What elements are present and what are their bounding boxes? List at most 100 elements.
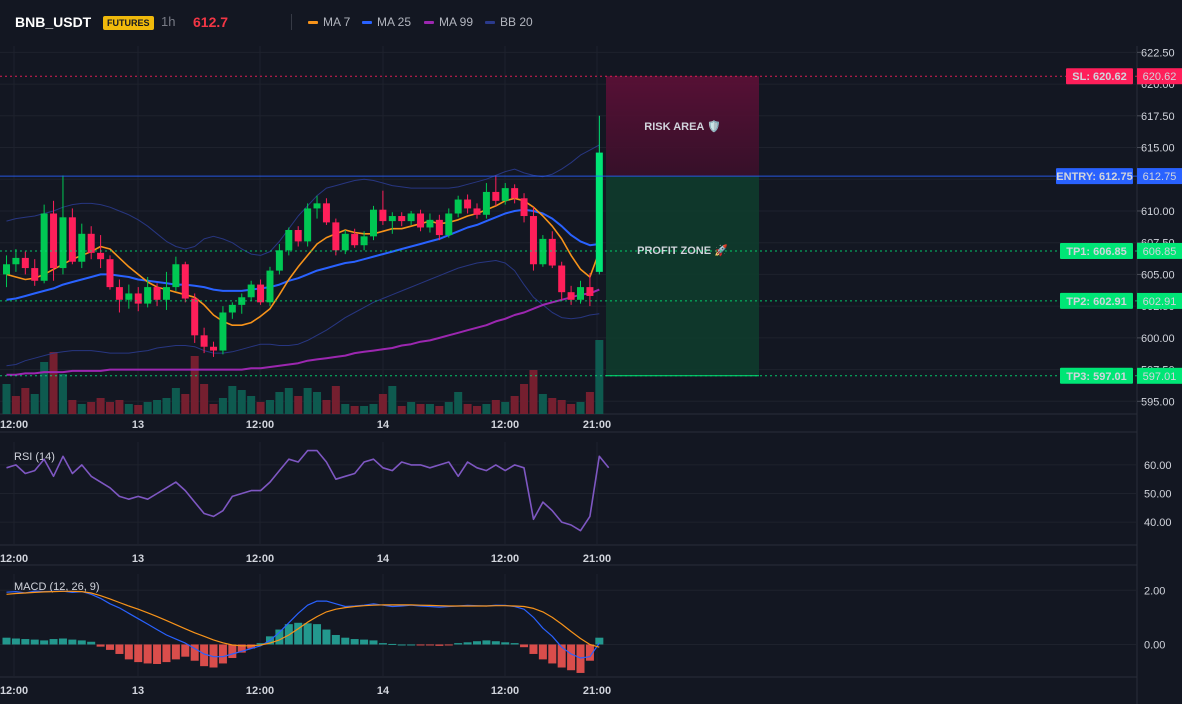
main-ytick-label-0: 622.50 [1141, 47, 1175, 59]
macd-hist-bar-51 [482, 640, 491, 645]
xtick-label-p0-4: 12:00 [491, 419, 519, 431]
volume-bar-31 [294, 396, 303, 414]
candle-body-62 [586, 287, 594, 296]
timeframe-label[interactable]: 1h [161, 14, 176, 29]
volume-bar-51 [482, 404, 491, 414]
candle-body-53 [501, 188, 509, 201]
candle-body-5 [50, 213, 58, 269]
candle-body-9 [87, 233, 95, 253]
level-price-bg-1 [1137, 168, 1182, 185]
candle-body-52 [492, 191, 500, 201]
volume-bar-40 [378, 394, 387, 414]
volume-bar-49 [463, 404, 472, 414]
macd-hist-bar-8 [77, 640, 86, 645]
volume-bar-7 [68, 400, 77, 414]
legend-ma99[interactable]: MA 99 [424, 15, 473, 29]
level-label-bg-2 [1060, 242, 1133, 259]
volume-bar-22 [209, 404, 218, 414]
volume-bar-34 [322, 400, 331, 414]
volume-bar-4 [40, 362, 49, 414]
symbol-title[interactable]: BNB_USDT [15, 14, 92, 30]
macd-hist-bar-31 [294, 622, 303, 645]
macd-hist-bar-16 [153, 644, 162, 664]
legend-label-bb20: BB 20 [500, 15, 533, 29]
rsi-ytick-label-2: 40.00 [1144, 517, 1172, 529]
rsi-line [6, 449, 610, 532]
macd-title: MACD (12, 26, 9) [14, 581, 100, 593]
volume-bar-50 [473, 406, 481, 414]
macd-hist-bar-50 [473, 641, 481, 645]
main-ytick-label-5: 610.00 [1141, 206, 1175, 218]
candle-body-8 [78, 233, 86, 262]
legend-ma7[interactable]: MA 7 [308, 15, 350, 29]
xtick-label-p1-3: 14 [377, 553, 390, 565]
xtick-label-p1-5: 21:00 [583, 553, 611, 565]
volume-bar-44 [416, 404, 425, 414]
macd-hist-bar-0 [2, 637, 11, 645]
candle-body-16 [153, 287, 161, 300]
candle-body-45 [426, 219, 434, 228]
volume-bar-3 [30, 394, 39, 414]
rsi-ytick-label-0: 60.00 [1144, 460, 1172, 472]
volume-bar-29 [275, 392, 284, 414]
volume-bar-42 [397, 406, 406, 414]
candle-body-34 [322, 203, 330, 223]
candle-body-30 [285, 230, 293, 251]
volume-bar-19 [181, 394, 190, 414]
level-price-label-1: 612.75 [1143, 171, 1177, 183]
legend-swatch-ma7 [308, 20, 318, 24]
volume-bar-58 [548, 398, 557, 414]
macd-hist-bar-7 [68, 639, 77, 645]
profit-zone [606, 176, 759, 376]
candle-body-55 [520, 198, 528, 217]
candle-body-12 [115, 287, 123, 300]
volume-bar-24 [228, 386, 237, 414]
xtick-label-p1-1: 13 [132, 553, 144, 565]
volume-bar-15 [143, 402, 152, 414]
volume-bar-11 [106, 402, 115, 414]
macd-hist-bar-35 [331, 634, 340, 645]
candle-body-31 [294, 230, 302, 242]
macd-hist-bar-45 [425, 644, 434, 646]
candle-body-21 [200, 335, 208, 347]
main-ytick-label-7: 605.00 [1141, 269, 1175, 281]
candle-body-15 [144, 287, 152, 304]
xtick-label-p0-2: 12:00 [246, 419, 274, 431]
volume-bar-47 [444, 402, 453, 414]
level-price-bg-2 [1137, 242, 1182, 259]
volume-bar-36 [341, 404, 350, 414]
macd-hist-bar-61 [576, 644, 585, 673]
macd-hist-bar-48 [454, 643, 463, 645]
macd-hist-bar-60 [567, 644, 576, 671]
macd-hist-bar-6 [58, 638, 67, 645]
volume-bar-61 [576, 402, 585, 414]
legend-ma25[interactable]: MA 25 [362, 15, 411, 29]
macd-hist-bar-49 [463, 642, 472, 645]
level-label-bg-0 [1066, 68, 1133, 85]
macd-hist-bar-26 [247, 644, 256, 649]
xtick-label-p2-1: 13 [132, 685, 144, 697]
volume-bar-9 [87, 402, 96, 414]
candle-body-42 [398, 216, 406, 222]
level-label-3: TP2: 602.91 [1066, 296, 1127, 308]
candle-body-37 [351, 233, 359, 246]
macd-hist-bar-24 [228, 644, 237, 659]
xtick-label-p2-2: 12:00 [246, 685, 274, 697]
volume-bar-27 [256, 402, 265, 414]
candle-body-27 [257, 284, 265, 303]
candle-body-14 [134, 293, 142, 304]
volume-bar-56 [529, 370, 538, 414]
macd-hist-bar-25 [237, 644, 246, 653]
level-label-bg-4 [1060, 367, 1133, 384]
legend-bb20[interactable]: BB 20 [485, 15, 533, 29]
volume-bar-53 [501, 402, 510, 414]
candle-body-39 [369, 209, 377, 237]
legend-swatch-ma25 [362, 20, 372, 24]
macd-hist-bar-4 [40, 640, 49, 645]
macd-hist-bar-41 [388, 643, 397, 645]
volume-bar-45 [425, 404, 434, 414]
candle-body-6 [59, 217, 67, 269]
macd-hist-bar-20 [190, 644, 199, 661]
candle-body-32 [304, 208, 312, 242]
